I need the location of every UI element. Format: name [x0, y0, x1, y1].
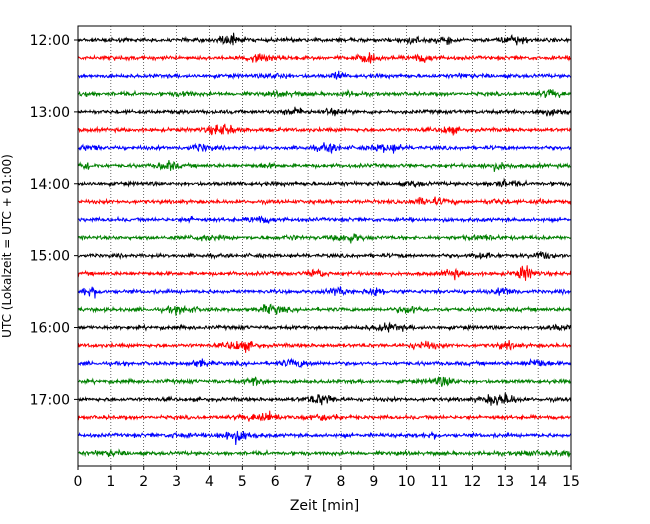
trace-1215 — [77, 52, 572, 64]
y-axis-ticks: 12:00 13:00 14:00 15:00 16:00 17:00 — [30, 33, 78, 408]
y-tick-label: 17:00 — [30, 392, 70, 408]
trace-1730 — [77, 430, 572, 446]
x-axis-title: Zeit [min] — [290, 498, 359, 514]
trace-1400 — [77, 177, 572, 189]
trace-1600 — [77, 321, 572, 333]
x-tick-label: 4 — [205, 474, 214, 490]
trace-1315 — [77, 123, 572, 136]
x-tick-label: 9 — [369, 474, 378, 490]
trace-1230 — [77, 70, 572, 80]
x-tick-label: 5 — [238, 474, 247, 490]
x-axis-ticks: 0 1 2 3 4 5 6 7 8 9 10 11 12 13 14 15 — [74, 466, 580, 490]
trace-1700 — [77, 392, 572, 406]
y-tick-label: 13:00 — [30, 105, 70, 121]
trace-1630 — [77, 357, 572, 369]
trace-1445 — [77, 233, 572, 244]
trace-1500 — [77, 251, 572, 261]
trace-1645 — [77, 375, 572, 387]
trace-1330 — [77, 142, 572, 155]
x-tick-label: 1 — [106, 474, 115, 490]
y-tick-label: 12:00 — [30, 33, 70, 49]
trace-1245 — [77, 88, 572, 99]
y-tick-label: 16:00 — [30, 321, 70, 337]
trace-1200 — [77, 32, 572, 46]
trace-1615 — [77, 340, 572, 353]
trace-1345 — [77, 159, 572, 172]
x-tick-label: 0 — [74, 474, 83, 490]
x-tick-label: 8 — [336, 474, 345, 490]
trace-1745 — [77, 448, 572, 458]
x-tick-label: 6 — [271, 474, 280, 490]
trace-1300 — [77, 106, 572, 117]
y-tick-label: 14:00 — [30, 177, 70, 193]
trace-1530 — [77, 286, 572, 299]
x-tick-label: 3 — [172, 474, 181, 490]
trace-1415 — [77, 196, 572, 207]
y-axis-title: UTC (Lokalzeit = UTC + 01:00) — [0, 154, 14, 338]
x-tick-label: 14 — [529, 474, 547, 490]
trace-1715 — [77, 410, 572, 422]
trace-1515 — [77, 265, 572, 281]
x-tick-label: 11 — [431, 474, 449, 490]
x-tick-label: 15 — [562, 474, 580, 490]
x-tick-label: 2 — [139, 474, 148, 490]
trace-1545 — [77, 303, 572, 316]
x-tick-label: 12 — [463, 474, 481, 490]
plot-area-frame — [77, 25, 572, 467]
x-tick-label: 13 — [496, 474, 514, 490]
x-tick-label: 10 — [398, 474, 416, 490]
x-tick-label: 7 — [304, 474, 313, 490]
seismic-traces — [77, 32, 572, 458]
y-tick-label: 15:00 — [30, 249, 70, 265]
trace-1430 — [77, 215, 572, 224]
